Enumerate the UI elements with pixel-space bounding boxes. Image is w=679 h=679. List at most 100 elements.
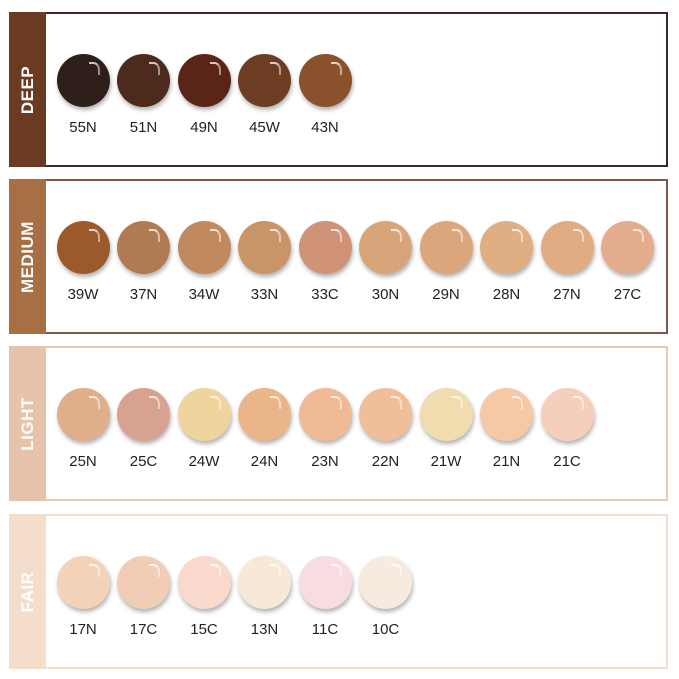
shade-swatch[interactable]: 21C <box>536 388 598 470</box>
section-title: DEEP <box>17 65 37 114</box>
shade-color-circle <box>117 556 170 609</box>
section-light: LIGHT 25N 25C 24W 24N 23N 22N 21W 21N 21C <box>9 346 668 501</box>
shade-label: 24W <box>188 453 220 470</box>
shade-swatch[interactable]: 30N <box>355 221 417 303</box>
shade-color-circle <box>298 388 352 441</box>
shade-swatch[interactable]: 17N <box>52 556 114 638</box>
shade-label: 21C <box>553 453 581 470</box>
shade-color-circle <box>177 54 231 107</box>
shade-swatch[interactable]: 51N <box>113 54 175 136</box>
shade-swatch[interactable]: 27C <box>597 221 659 303</box>
shade-label: 39W <box>67 286 99 303</box>
shade-label: 27C <box>613 286 642 303</box>
shade-swatch[interactable]: 13N <box>234 556 296 638</box>
section-label-bar: LIGHT <box>9 346 46 501</box>
shade-color-circle <box>238 221 291 274</box>
shade-label: 28N <box>492 286 521 303</box>
shade-label: 17N <box>69 621 97 638</box>
shade-label: 27N <box>553 286 581 303</box>
shade-color-circle <box>56 556 110 609</box>
shade-color-circle <box>359 556 412 609</box>
shade-swatch[interactable]: 49N <box>173 54 235 136</box>
shade-label: 43N <box>311 119 339 136</box>
shade-swatch[interactable]: 33N <box>234 221 296 303</box>
shade-color-circle <box>117 54 170 107</box>
section-title: FAIR <box>17 571 37 612</box>
shade-color-circle <box>359 388 412 441</box>
section-title: MEDIUM <box>17 220 37 293</box>
shade-color-circle <box>540 388 594 441</box>
section-medium: MEDIUM 39W 37N 34W 33N 33C 30N 29N 28N 27N 27C <box>9 179 668 334</box>
shade-color-circle <box>238 388 291 441</box>
shade-swatch[interactable]: 55N <box>52 54 114 136</box>
shade-label: 15C <box>190 621 218 638</box>
shade-label: 25N <box>69 453 97 470</box>
shade-swatch[interactable]: 10C <box>355 556 417 638</box>
section-deep: DEEP 55N 51N 49N 45W 43N <box>9 12 668 167</box>
section-label-bar: MEDIUM <box>9 179 46 334</box>
shade-swatch[interactable]: 21W <box>415 388 477 470</box>
shade-color-circle <box>298 556 352 609</box>
shade-color-circle <box>601 221 654 274</box>
shade-color-circle <box>540 221 594 274</box>
shade-color-circle <box>480 221 533 274</box>
shade-label: 21W <box>430 453 462 470</box>
section-fair: FAIR 17N 17C 15C 13N 11C 10C <box>9 514 668 669</box>
shade-color-circle <box>298 54 352 107</box>
shade-swatch[interactable]: 23N <box>294 388 356 470</box>
shade-swatch[interactable]: 22N <box>355 388 417 470</box>
shade-color-circle <box>56 388 110 441</box>
shade-label: 33C <box>311 286 339 303</box>
shade-swatch[interactable]: 39W <box>52 221 114 303</box>
shade-label: 11C <box>311 621 339 638</box>
shade-color-circle <box>238 556 291 609</box>
shade-label: 25C <box>129 453 158 470</box>
shade-color-circle <box>238 54 291 107</box>
shade-label: 13N <box>250 621 279 638</box>
shade-swatch[interactable]: 43N <box>294 54 356 136</box>
shade-color-circle <box>419 221 473 274</box>
shade-swatch[interactable]: 21N <box>476 388 538 470</box>
shade-swatch[interactable]: 45W <box>234 54 296 136</box>
shade-label: 29N <box>432 286 460 303</box>
section-label-bar: FAIR <box>9 514 46 669</box>
shade-color-circle <box>117 388 170 441</box>
shade-swatch[interactable]: 27N <box>536 221 598 303</box>
shade-label: 37N <box>129 286 158 303</box>
shade-label: 45W <box>249 119 280 136</box>
shade-swatch[interactable]: 33C <box>294 221 356 303</box>
shade-label: 22N <box>371 453 400 470</box>
shade-label: 30N <box>371 286 400 303</box>
section-title: LIGHT <box>17 396 37 451</box>
shade-swatch[interactable]: 24N <box>234 388 296 470</box>
shade-color-circle <box>419 388 473 441</box>
shade-color-circle <box>480 388 533 441</box>
shade-swatch[interactable]: 28N <box>476 221 538 303</box>
shade-color-circle <box>298 221 352 274</box>
shade-swatch[interactable]: 34W <box>173 221 235 303</box>
shade-color-circle <box>177 556 231 609</box>
shade-swatch[interactable]: 24W <box>173 388 235 470</box>
shade-color-circle <box>177 221 231 274</box>
shade-swatch[interactable]: 37N <box>113 221 175 303</box>
shade-swatch[interactable]: 25N <box>52 388 114 470</box>
shade-label: 23N <box>311 453 339 470</box>
shade-label: 34W <box>188 286 220 303</box>
shade-label: 55N <box>69 119 97 136</box>
shade-color-circle <box>56 221 110 274</box>
section-label-bar: DEEP <box>9 12 46 167</box>
shade-swatch[interactable]: 29N <box>415 221 477 303</box>
shade-label: 21N <box>492 453 521 470</box>
shade-label: 10C <box>371 621 400 638</box>
shade-swatch[interactable]: 17C <box>113 556 175 638</box>
shade-swatch[interactable]: 25C <box>113 388 175 470</box>
shade-color-circle <box>56 54 110 107</box>
shade-color-circle <box>359 221 412 274</box>
shade-label: 49N <box>190 119 218 136</box>
shade-label: 17C <box>129 621 158 638</box>
shade-label: 51N <box>129 119 158 136</box>
shade-swatch[interactable]: 15C <box>173 556 235 638</box>
shade-swatch[interactable]: 11C <box>294 556 356 638</box>
shade-color-circle <box>117 221 170 274</box>
shade-color-circle <box>177 388 231 441</box>
